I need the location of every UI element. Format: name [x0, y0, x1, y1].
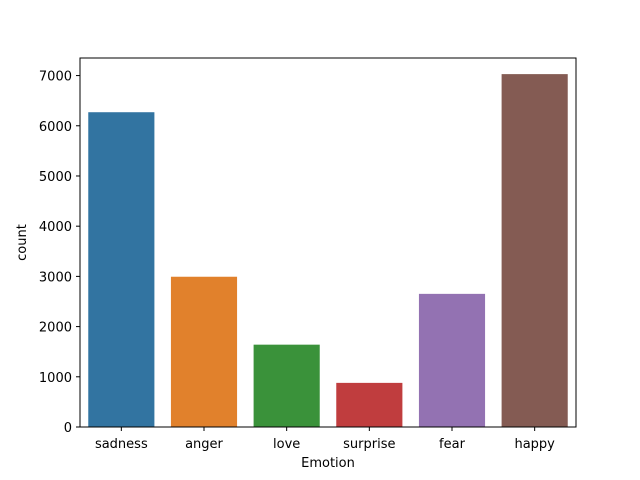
y-tick-label: 0	[64, 421, 72, 436]
bar-anger	[170, 276, 238, 427]
bar-sadness	[88, 112, 155, 428]
y-axis-label: count	[15, 224, 30, 261]
bar-happy	[501, 74, 568, 427]
bar-love	[253, 344, 320, 427]
x-axis-label: Emotion	[301, 456, 355, 471]
y-axis-ticks: 0 1000 2000 3000 4000 5000 6000 7000	[39, 70, 80, 436]
y-tick-label: 7000	[39, 70, 72, 85]
x-tick-label: sadness	[95, 437, 148, 452]
x-axis-ticks: sadness anger love surprise fear happy	[95, 427, 555, 452]
plot-frame	[79, 57, 577, 428]
y-tick-label: 1000	[39, 371, 72, 386]
y-tick-label: 2000	[39, 321, 72, 336]
y-tick-label: 4000	[39, 220, 72, 235]
bar-fear	[418, 293, 486, 427]
x-tick-label: love	[273, 437, 300, 452]
x-tick-label: anger	[185, 437, 223, 452]
x-tick-label: surprise	[343, 437, 395, 452]
y-tick-label: 6000	[39, 120, 72, 135]
x-tick-label: happy	[514, 437, 555, 452]
y-tick-label: 3000	[39, 270, 72, 285]
bars-group	[88, 74, 568, 428]
bar-surprise	[336, 382, 403, 427]
x-tick-label: fear	[439, 437, 466, 452]
y-tick-label: 5000	[39, 170, 72, 185]
